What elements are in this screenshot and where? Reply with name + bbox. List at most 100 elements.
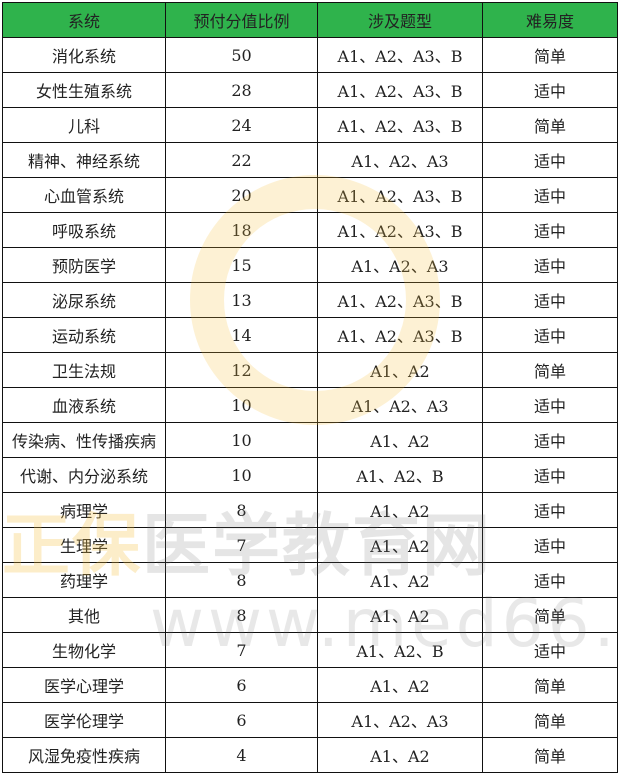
table-row: 生理学 7 A1、A2 适中 bbox=[2, 527, 618, 563]
cell-score-ratio: 10 bbox=[165, 387, 318, 423]
cell-system: 精神、神经系统 bbox=[2, 142, 166, 178]
cell-system: 预防医学 bbox=[2, 247, 166, 283]
cell-score-ratio: 12 bbox=[165, 352, 318, 388]
cell-difficulty: 适中 bbox=[482, 317, 618, 353]
cell-score-ratio: 18 bbox=[165, 212, 318, 248]
table-row: 生物化学 7 A1、A2、B 适中 bbox=[2, 632, 618, 668]
table-row: 药理学 8 A1、A2 适中 bbox=[2, 562, 618, 598]
cell-score-ratio: 7 bbox=[165, 527, 318, 563]
cell-difficulty: 适中 bbox=[482, 527, 618, 563]
table-row: 消化系统 50 A1、A2、A3、B 简单 bbox=[2, 37, 618, 73]
table-row: 精神、神经系统 22 A1、A2、A3 适中 bbox=[2, 142, 618, 178]
header-system: 系统 bbox=[2, 2, 166, 38]
cell-difficulty: 适中 bbox=[482, 492, 618, 528]
cell-question-types: A1、A2 bbox=[317, 667, 483, 703]
cell-difficulty: 简单 bbox=[482, 667, 618, 703]
cell-question-types: A1、A2 bbox=[317, 352, 483, 388]
cell-question-types: A1、A2、B bbox=[317, 457, 483, 493]
table-row: 卫生法规 12 A1、A2 简单 bbox=[2, 352, 618, 388]
table-row: 其他 8 A1、A2 简单 bbox=[2, 597, 618, 633]
cell-score-ratio: 50 bbox=[165, 37, 318, 73]
cell-question-types: A1、A2、A3、B bbox=[317, 282, 483, 318]
cell-score-ratio: 20 bbox=[165, 177, 318, 213]
table-row: 呼吸系统 18 A1、A2、A3、B 适中 bbox=[2, 212, 618, 248]
cell-question-types: A1、A2 bbox=[317, 597, 483, 633]
cell-system: 生物化学 bbox=[2, 632, 166, 668]
cell-difficulty: 适中 bbox=[482, 72, 618, 108]
header-score-ratio: 预付分值比例 bbox=[165, 2, 318, 38]
table-row: 医学心理学 6 A1、A2 简单 bbox=[2, 667, 618, 703]
cell-difficulty: 适中 bbox=[482, 247, 618, 283]
cell-difficulty: 适中 bbox=[482, 177, 618, 213]
cell-difficulty: 简单 bbox=[482, 597, 618, 633]
cell-score-ratio: 13 bbox=[165, 282, 318, 318]
cell-question-types: A1、A2、A3、B bbox=[317, 37, 483, 73]
cell-system: 药理学 bbox=[2, 562, 166, 598]
cell-system: 心血管系统 bbox=[2, 177, 166, 213]
cell-question-types: A1、A2、A3、B bbox=[317, 177, 483, 213]
cell-system: 呼吸系统 bbox=[2, 212, 166, 248]
cell-system: 风湿免疫性疾病 bbox=[2, 737, 166, 773]
cell-score-ratio: 10 bbox=[165, 457, 318, 493]
cell-score-ratio: 22 bbox=[165, 142, 318, 178]
cell-score-ratio: 8 bbox=[165, 562, 318, 598]
table-row: 血液系统 10 A1、A2、A3 适中 bbox=[2, 387, 618, 423]
cell-question-types: A1、A2 bbox=[317, 527, 483, 563]
cell-system: 血液系统 bbox=[2, 387, 166, 423]
cell-difficulty: 适中 bbox=[482, 457, 618, 493]
cell-question-types: A1、A2、A3 bbox=[317, 142, 483, 178]
cell-difficulty: 适中 bbox=[482, 632, 618, 668]
table-row: 预防医学 15 A1、A2、A3 适中 bbox=[2, 247, 618, 283]
cell-system: 传染病、性传播疾病 bbox=[2, 422, 166, 458]
cell-system: 其他 bbox=[2, 597, 166, 633]
table-row: 病理学 8 A1、A2 适中 bbox=[2, 492, 618, 528]
table-row: 女性生殖系统 28 A1、A2、A3、B 适中 bbox=[2, 72, 618, 108]
table-row: 医学伦理学 6 A1、A2、A3 简单 bbox=[2, 702, 618, 738]
cell-score-ratio: 7 bbox=[165, 632, 318, 668]
cell-question-types: A1、A2、A3、B bbox=[317, 212, 483, 248]
cell-system: 运动系统 bbox=[2, 317, 166, 353]
cell-question-types: A1、A2、A3 bbox=[317, 702, 483, 738]
cell-difficulty: 适中 bbox=[482, 387, 618, 423]
cell-difficulty: 适中 bbox=[482, 562, 618, 598]
cell-difficulty: 简单 bbox=[482, 107, 618, 143]
cell-score-ratio: 15 bbox=[165, 247, 318, 283]
cell-score-ratio: 8 bbox=[165, 597, 318, 633]
cell-difficulty: 适中 bbox=[482, 212, 618, 248]
cell-score-ratio: 24 bbox=[165, 107, 318, 143]
cell-difficulty: 适中 bbox=[482, 282, 618, 318]
cell-score-ratio: 4 bbox=[165, 737, 318, 773]
cell-question-types: A1、A2、A3 bbox=[317, 247, 483, 283]
cell-score-ratio: 14 bbox=[165, 317, 318, 353]
cell-system: 泌尿系统 bbox=[2, 282, 166, 318]
cell-system: 卫生法规 bbox=[2, 352, 166, 388]
cell-question-types: A1、A2 bbox=[317, 737, 483, 773]
cell-difficulty: 简单 bbox=[482, 702, 618, 738]
cell-system: 医学心理学 bbox=[2, 667, 166, 703]
cell-system: 病理学 bbox=[2, 492, 166, 528]
cell-difficulty: 简单 bbox=[482, 737, 618, 773]
table-row: 风湿免疫性疾病 4 A1、A2 简单 bbox=[2, 737, 618, 773]
cell-system: 代谢、内分泌系统 bbox=[2, 457, 166, 493]
cell-difficulty: 适中 bbox=[482, 422, 618, 458]
cell-score-ratio: 10 bbox=[165, 422, 318, 458]
header-row: 系统 预付分值比例 涉及题型 难易度 bbox=[2, 2, 618, 38]
table-row: 儿科 24 A1、A2、A3、B 简单 bbox=[2, 107, 618, 143]
cell-difficulty: 简单 bbox=[482, 37, 618, 73]
cell-score-ratio: 6 bbox=[165, 667, 318, 703]
cell-question-types: A1、A2、A3、B bbox=[317, 317, 483, 353]
header-question-types: 涉及题型 bbox=[317, 2, 483, 38]
cell-question-types: A1、A2、A3、B bbox=[317, 107, 483, 143]
cell-difficulty: 适中 bbox=[482, 142, 618, 178]
table-row: 运动系统 14 A1、A2、A3、B 适中 bbox=[2, 317, 618, 353]
table-row: 传染病、性传播疾病 10 A1、A2 适中 bbox=[2, 422, 618, 458]
table-row: 代谢、内分泌系统 10 A1、A2、B 适中 bbox=[2, 457, 618, 493]
cell-question-types: A1、A2 bbox=[317, 562, 483, 598]
cell-question-types: A1、A2、B bbox=[317, 632, 483, 668]
table-row: 泌尿系统 13 A1、A2、A3、B 适中 bbox=[2, 282, 618, 318]
cell-score-ratio: 6 bbox=[165, 702, 318, 738]
cell-score-ratio: 28 bbox=[165, 72, 318, 108]
cell-system: 医学伦理学 bbox=[2, 702, 166, 738]
table-row: 心血管系统 20 A1、A2、A3、B 适中 bbox=[2, 177, 618, 213]
cell-question-types: A1、A2 bbox=[317, 422, 483, 458]
